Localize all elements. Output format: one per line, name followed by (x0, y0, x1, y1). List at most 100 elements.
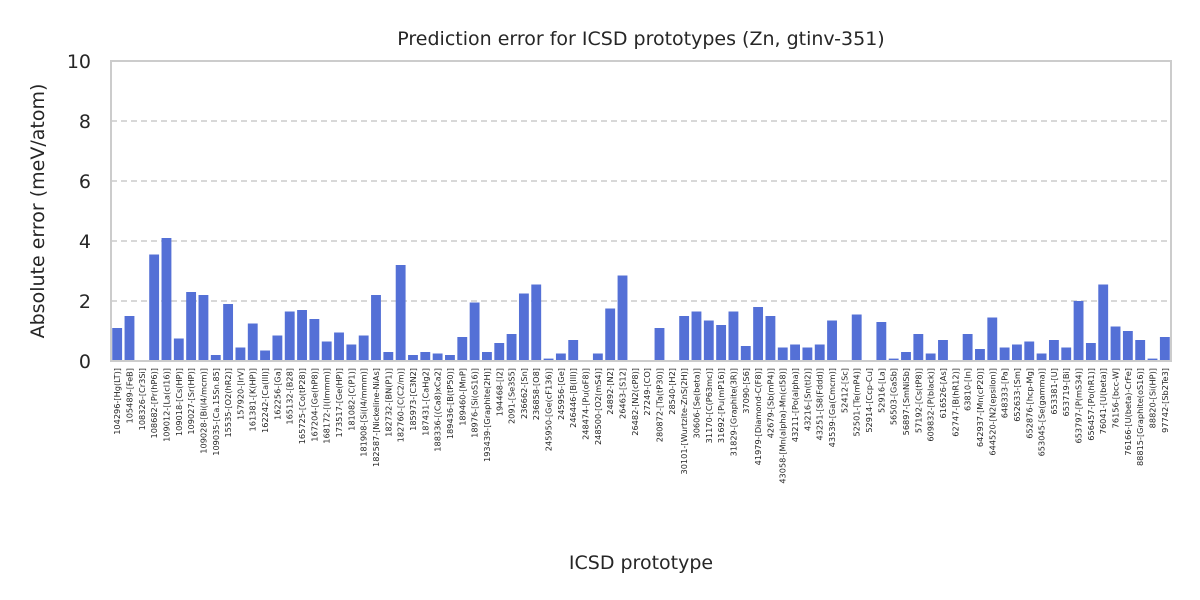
x-tick-label: 27249-[CO] (642, 368, 652, 416)
x-tick-label: 616526-[As] (938, 368, 948, 418)
bar (691, 311, 702, 361)
x-tick-label: 246446-[B(III)] (568, 368, 578, 428)
bars (112, 238, 1170, 361)
bar (543, 358, 554, 361)
bar (198, 295, 209, 361)
x-tick-label: 653797-[P(mS34)] (1074, 368, 1084, 444)
bar (272, 335, 283, 361)
x-axis-ticks: 104296-[Hg(LT)] 105489-[FeB] 108326-[Cr3Si… (112, 368, 1170, 484)
y-tick-label: 4 (79, 231, 91, 253)
bar (654, 328, 665, 361)
x-tick-label: 109035-[Ca.15Sn.85] (211, 368, 221, 456)
bar (309, 319, 320, 361)
x-tick-label: 181908-[Si(I4/mmm)] (359, 368, 369, 457)
bar (962, 334, 973, 361)
bar (790, 344, 800, 361)
bar (408, 355, 418, 361)
x-tick-label: 109012-[La(cI16)] (161, 368, 171, 442)
bar (728, 311, 739, 361)
x-tick-label: 165725-[Co(tP28)] (297, 368, 307, 444)
x-tick-label: 189460-[MnP] (457, 368, 467, 426)
x-tick-label: 24892-[N2] (605, 368, 615, 415)
bar (740, 346, 751, 361)
x-tick-label: 185973-[C3N2] (408, 368, 418, 431)
bar (494, 343, 505, 361)
x-tick-label: 189436-[B(tP50)] (445, 368, 455, 439)
bar (716, 325, 727, 361)
x-tick-label: 63810-[In] (963, 368, 973, 411)
x-tick-label: 31829-[Graphite(3R)] (728, 368, 738, 456)
x-tick-label: 15535-[O2(hR2)] (223, 368, 233, 438)
bar (592, 353, 603, 361)
x-tick-label: 2091-[Se3S5] (507, 368, 517, 424)
bar (1048, 340, 1059, 361)
x-tick-label: 245956-[Ge] (556, 368, 566, 420)
bar (186, 292, 197, 361)
x-tick-label: 56503-[GaSb] (889, 368, 899, 425)
bar (802, 347, 813, 361)
x-tick-label: 161381-[K(HP)] (248, 368, 258, 431)
y-tick-label: 0 (79, 351, 91, 373)
bar (124, 316, 135, 361)
bar (938, 340, 948, 361)
x-tick-label: 56897-[SmNiSb] (901, 368, 911, 435)
x-tick-label: 88820-[Si(HP)] (1148, 368, 1158, 428)
bar (346, 344, 357, 361)
x-tick-label: 173517-[Ge(HP)] (334, 368, 344, 437)
x-tick-label: 165132-[B28] (285, 368, 295, 425)
x-tick-label: 88815-[Graphite(oS16)] (1135, 368, 1145, 466)
bar (1122, 331, 1133, 361)
bar (1159, 337, 1170, 361)
x-tick-label: 245950-[Ge(cF136)] (544, 368, 554, 451)
x-tick-label: 609832-[P(black)] (926, 368, 936, 442)
bar (617, 275, 628, 361)
x-tick-label: 168172-[I(Immm)] (322, 368, 332, 444)
x-tick-label: 188336-[(Ca8)xCa2] (433, 368, 443, 452)
bar (888, 358, 899, 361)
y-tick-label: 6 (79, 171, 91, 193)
bar (395, 265, 406, 361)
x-tick-label: 162256-[Ga] (272, 368, 282, 420)
x-tick-label: 30101-[Wurtzite-ZnS(2H)] (679, 368, 689, 474)
bar (457, 337, 468, 361)
bar (1036, 353, 1047, 361)
x-tick-label: 648333-[Pa] (1000, 368, 1010, 418)
x-tick-label: 652633-[Sm] (1012, 368, 1022, 422)
plot-frame (110, 60, 1172, 362)
x-tick-label: 248500-[O2(mS4)] (593, 368, 603, 445)
x-tick-label: 26482-[N2(cP8)] (630, 368, 640, 436)
bar (987, 317, 998, 361)
bar (1110, 326, 1121, 361)
bar (284, 311, 295, 361)
x-tick-label: 76156-[bcc-W] (1111, 368, 1121, 428)
x-tick-label: 653381-[U] (1049, 368, 1059, 415)
x-tick-label: 656457-[Po(hR1)] (1086, 368, 1096, 441)
x-tick-label: 52412-[Sc] (839, 368, 849, 413)
x-tick-label: 43058-[Mn(alpha)-Mn(cI58)] (778, 368, 788, 484)
x-tick-label: 182587-[Nickeline-NiAs] (371, 368, 381, 467)
bar (210, 355, 221, 361)
bar (876, 322, 887, 361)
x-tick-label: 105489-[FeB] (124, 368, 134, 424)
bar (901, 352, 911, 361)
bar (703, 320, 714, 361)
x-tick-label: 57192-[Cs(tP8)] (913, 368, 923, 433)
bar (445, 355, 455, 361)
bar (358, 335, 369, 361)
x-tick-label: 31692-[Pu(mP16)] (716, 368, 726, 443)
bar (605, 308, 616, 361)
x-tick-label: 104296-[Hg(LT)] (112, 368, 122, 435)
y-tick-label: 10 (67, 51, 91, 73)
x-tick-label: 30606-[Se(beta)] (691, 368, 701, 438)
x-tick-label: 109028-[Bi(I4/mcm)] (198, 368, 208, 454)
x-tick-label: 194468-[I2] (494, 368, 504, 416)
bar (112, 328, 123, 361)
gridlines (111, 120, 1171, 302)
bar (247, 323, 258, 361)
x-tick-label: 181082-[C(P1)] (346, 368, 356, 431)
bar (149, 254, 160, 361)
x-tick-label: 37090-[S6] (741, 368, 751, 414)
x-tick-label: 76041-[U(beta)] (1098, 368, 1108, 434)
x-tick-label: 52914-[Ccp-Cu] (864, 368, 874, 433)
x-tick-label: 18976-[Si(oS16)] (470, 368, 480, 438)
